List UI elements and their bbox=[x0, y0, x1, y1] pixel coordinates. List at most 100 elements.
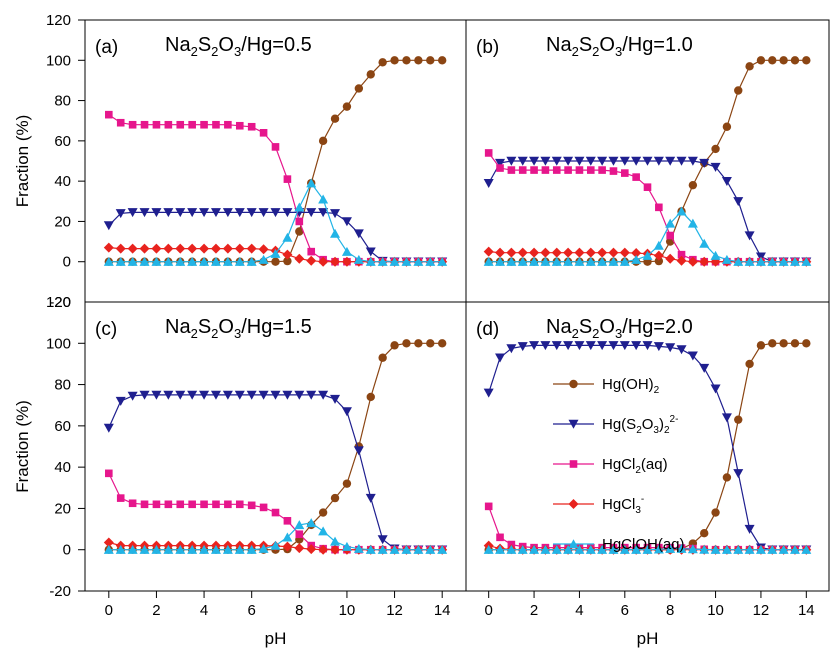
x-tick-label: 10 bbox=[707, 602, 724, 619]
data-point bbox=[330, 256, 341, 267]
data-point bbox=[282, 541, 293, 552]
data-point bbox=[128, 120, 137, 129]
data-point bbox=[574, 247, 585, 258]
data-point bbox=[574, 156, 585, 166]
data-point bbox=[676, 543, 687, 553]
data-point bbox=[733, 469, 744, 479]
data-point bbox=[377, 544, 388, 554]
y-tick-label: 20 bbox=[54, 500, 71, 517]
data-point bbox=[103, 423, 114, 433]
data-point bbox=[318, 508, 328, 517]
data-point bbox=[506, 156, 517, 166]
data-point bbox=[722, 122, 732, 131]
data-point bbox=[330, 536, 341, 546]
data-point bbox=[246, 390, 257, 400]
data-point bbox=[540, 341, 551, 351]
data-point bbox=[342, 102, 352, 111]
data-point bbox=[365, 247, 376, 257]
y-tick-label: 120 bbox=[46, 12, 71, 29]
data-point bbox=[103, 221, 114, 231]
data-point bbox=[139, 256, 150, 266]
data-point bbox=[778, 256, 789, 266]
data-point bbox=[295, 217, 304, 226]
data-point bbox=[163, 208, 174, 218]
data-point bbox=[199, 243, 210, 254]
data-point bbox=[597, 156, 608, 166]
data-point bbox=[619, 256, 630, 266]
data-point bbox=[163, 544, 174, 554]
data-point bbox=[139, 208, 150, 218]
data-point bbox=[598, 166, 606, 174]
x-tick-label: 14 bbox=[434, 602, 451, 619]
data-point bbox=[222, 390, 233, 400]
data-point bbox=[495, 256, 506, 266]
data-point bbox=[699, 158, 710, 168]
legend-label: Hg(S2O3)22- bbox=[602, 414, 678, 436]
data-point bbox=[608, 341, 619, 351]
data-point bbox=[176, 120, 185, 129]
data-point bbox=[563, 256, 574, 266]
series-line bbox=[108, 59, 443, 263]
data-point bbox=[210, 544, 221, 554]
data-point bbox=[437, 339, 447, 348]
data-point bbox=[294, 253, 305, 264]
data-point bbox=[711, 144, 720, 154]
data-point bbox=[341, 246, 352, 256]
data-point bbox=[139, 544, 150, 554]
data-point bbox=[710, 384, 721, 394]
data-point bbox=[342, 479, 352, 488]
data-point bbox=[318, 526, 329, 536]
data-point bbox=[437, 256, 448, 266]
data-point bbox=[330, 114, 340, 123]
data-point bbox=[306, 178, 317, 188]
series-hgcl2-aq bbox=[105, 110, 446, 266]
data-point bbox=[212, 500, 220, 509]
data-point bbox=[802, 56, 811, 65]
data-point bbox=[734, 86, 743, 95]
data-point bbox=[745, 62, 754, 71]
data-point bbox=[401, 544, 412, 554]
data-point bbox=[653, 156, 664, 166]
data-point bbox=[597, 544, 608, 554]
y-tick-label: 80 bbox=[54, 93, 71, 110]
data-point bbox=[330, 209, 341, 219]
x-tick-label: 6 bbox=[621, 602, 629, 619]
data-point bbox=[224, 500, 232, 509]
data-point bbox=[306, 544, 317, 555]
data-point bbox=[608, 247, 619, 258]
data-point bbox=[175, 544, 186, 554]
data-point bbox=[341, 541, 352, 551]
data-point bbox=[425, 256, 436, 266]
data-point bbox=[540, 156, 551, 166]
data-point bbox=[745, 359, 754, 369]
panel-b: (b) Na2S2O3/Hg=1.0 bbox=[465, 19, 830, 303]
data-point bbox=[642, 544, 653, 554]
data-point bbox=[402, 56, 411, 65]
data-point bbox=[789, 256, 800, 266]
data-point bbox=[631, 544, 642, 554]
y-tick-label: 60 bbox=[54, 418, 71, 435]
data-point bbox=[127, 243, 138, 254]
data-point bbox=[187, 256, 198, 266]
data-point bbox=[541, 166, 550, 174]
data-point bbox=[414, 339, 423, 348]
series-hgcloh-aq bbox=[483, 206, 812, 266]
data-point bbox=[318, 390, 329, 400]
data-point bbox=[733, 197, 744, 207]
data-point bbox=[389, 256, 400, 266]
data-point bbox=[563, 341, 574, 351]
data-point bbox=[163, 390, 174, 400]
data-point bbox=[631, 248, 642, 259]
y-axis-title: Fraction (%) bbox=[13, 115, 32, 208]
data-point bbox=[665, 543, 676, 553]
data-point bbox=[517, 342, 528, 352]
data-point bbox=[163, 243, 174, 254]
panel-a: -20 0 20 40 60 80 100 120 Fraction (%) (a) Na2S2O3… bbox=[13, 12, 467, 311]
data-point bbox=[115, 396, 126, 406]
y-tick-label: 20 bbox=[54, 213, 71, 230]
data-point bbox=[402, 339, 411, 348]
data-point bbox=[597, 256, 608, 266]
data-point bbox=[365, 256, 376, 266]
series-line bbox=[488, 342, 807, 551]
data-point bbox=[437, 56, 447, 65]
